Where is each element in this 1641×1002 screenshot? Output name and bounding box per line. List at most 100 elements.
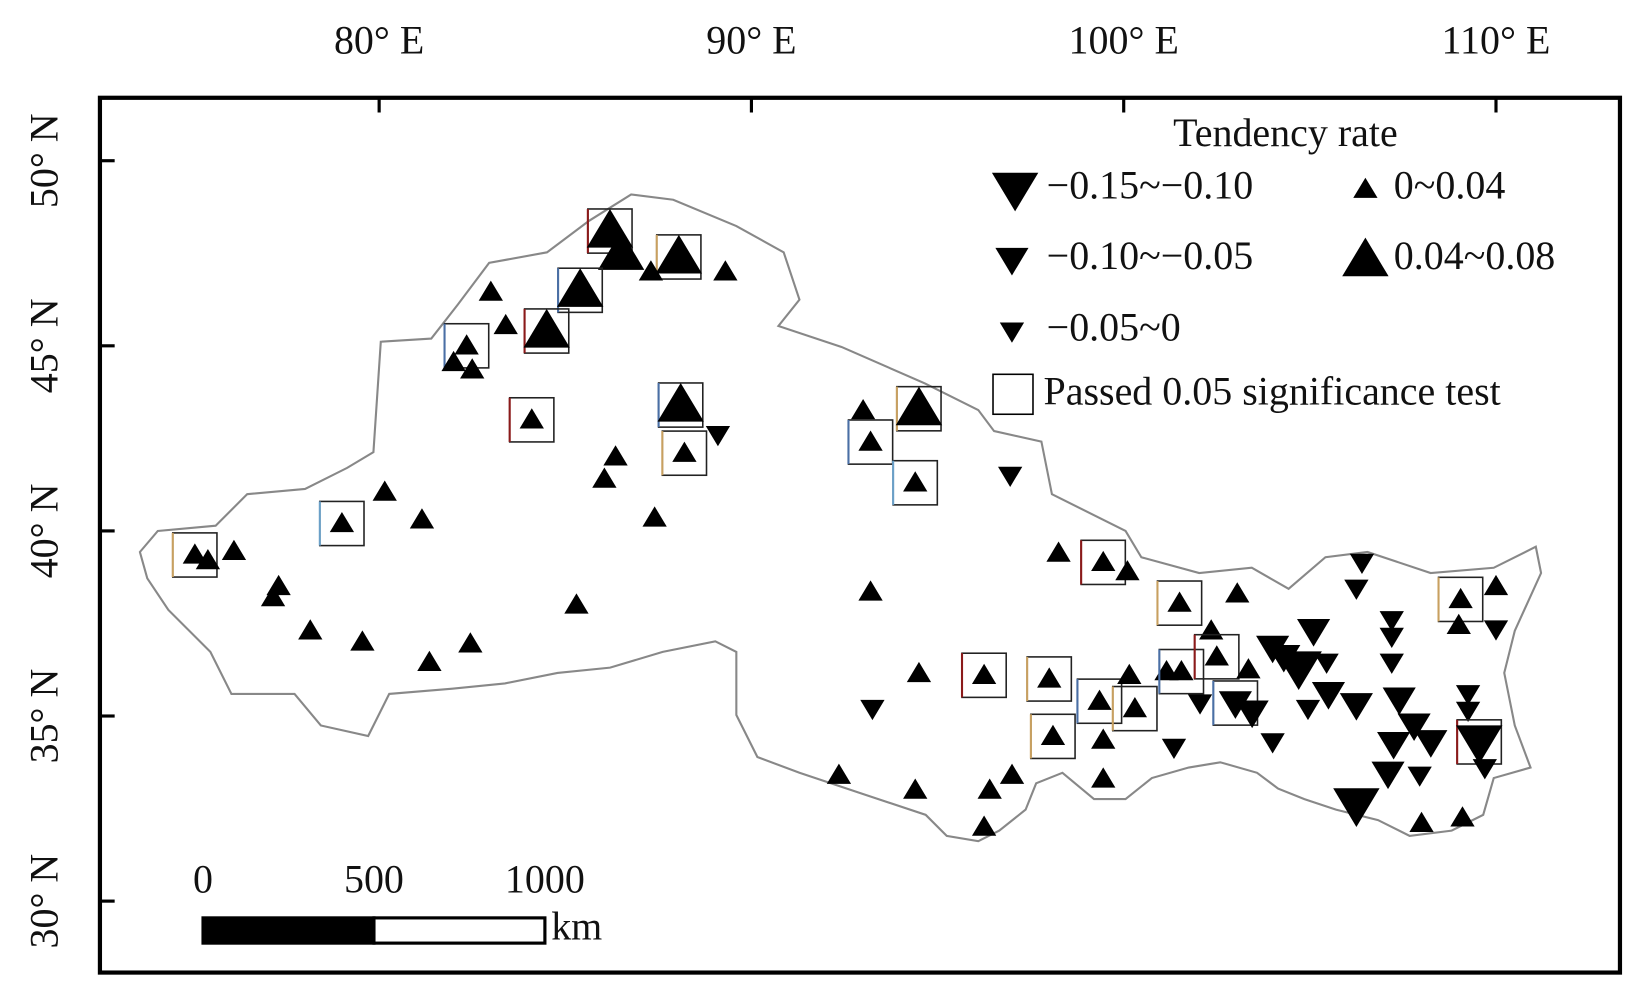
station-marker xyxy=(409,508,435,529)
legend-label: −0.05~0 xyxy=(1047,304,1181,349)
station-marker xyxy=(1040,724,1066,746)
station-marker xyxy=(1091,550,1116,572)
station-marker xyxy=(1371,761,1405,790)
station-marker xyxy=(638,260,664,281)
station-marker xyxy=(1456,725,1503,765)
station-marker xyxy=(592,467,617,488)
station-marker xyxy=(1344,579,1369,600)
lon-tick-label: 110° E xyxy=(1442,17,1551,62)
station-marker xyxy=(906,661,932,683)
station-marker xyxy=(826,763,852,784)
scale-bar-label: 500 xyxy=(344,856,404,901)
station-marker xyxy=(597,231,645,270)
station-marker xyxy=(1235,700,1269,729)
station-marker xyxy=(672,441,697,462)
region-boundary xyxy=(138,193,1543,843)
station-marker xyxy=(642,506,667,527)
lat-tick-label: 40° N xyxy=(22,484,67,579)
legend-symbol xyxy=(995,247,1029,276)
station-marker xyxy=(1225,582,1250,603)
station-marker xyxy=(1122,697,1148,718)
station-marker xyxy=(1204,645,1229,666)
station-marker xyxy=(1087,689,1112,710)
scale-bar-segment xyxy=(372,916,547,945)
station-marker xyxy=(1333,788,1380,827)
station-marker xyxy=(1409,811,1434,833)
station-marker xyxy=(1260,733,1285,754)
scale-bar-segment xyxy=(201,916,376,945)
station-marker xyxy=(1379,611,1404,632)
station-marker xyxy=(1379,653,1404,674)
station-marker xyxy=(1218,691,1252,719)
station-marker xyxy=(1483,574,1509,596)
station-marker xyxy=(1091,728,1116,749)
station-marker xyxy=(298,619,323,640)
map-frame xyxy=(97,95,1623,975)
station-marker xyxy=(329,511,355,533)
station-marker xyxy=(713,260,738,281)
legend-symbol xyxy=(991,172,1039,212)
station-marker xyxy=(182,543,208,564)
station-marker xyxy=(1397,713,1431,742)
station-marker xyxy=(1448,587,1473,609)
station-marker xyxy=(657,382,704,422)
station-marker xyxy=(1091,767,1116,788)
station-marker xyxy=(705,425,731,447)
station-marker xyxy=(454,334,479,355)
legend-title: Tendency rate xyxy=(1173,110,1398,155)
station-marker xyxy=(372,480,397,501)
station-marker xyxy=(1046,541,1071,562)
station-marker xyxy=(1455,701,1481,723)
station-marker xyxy=(1382,687,1416,716)
lon-tick-label: 80° E xyxy=(334,17,424,62)
scale-bar-unit: km xyxy=(551,904,602,949)
lat-tick-label: 35° N xyxy=(22,669,67,764)
station-marker xyxy=(458,632,483,653)
station-marker xyxy=(1450,806,1475,827)
station-marker xyxy=(903,471,928,492)
legend-symbol xyxy=(1353,177,1378,198)
station-marker xyxy=(1311,681,1346,710)
scale-bar-label: 1000 xyxy=(505,856,585,901)
station-marker xyxy=(858,580,883,601)
station-marker xyxy=(1275,651,1322,690)
station-marker xyxy=(999,763,1025,784)
station-marker xyxy=(971,663,997,684)
station-marker xyxy=(221,539,247,560)
legend-label: 0~0.04 xyxy=(1394,162,1506,207)
station-marker xyxy=(441,350,466,372)
station-marker xyxy=(417,650,442,672)
station-marker xyxy=(195,548,221,570)
station-marker xyxy=(478,280,503,301)
station-marker xyxy=(860,699,885,721)
lat-tick-label: 45° N xyxy=(22,298,67,393)
station-marker xyxy=(1377,731,1411,760)
station-marker xyxy=(603,445,628,466)
legend-symbol xyxy=(1342,237,1389,277)
station-marker xyxy=(493,313,518,335)
station-marker xyxy=(1314,653,1339,674)
station-marker xyxy=(260,585,286,607)
station-marker xyxy=(1297,619,1331,647)
station-marker xyxy=(850,399,876,420)
lat-tick-label: 50° N xyxy=(22,113,67,208)
station-marker xyxy=(998,466,1023,487)
station-marker xyxy=(1407,766,1432,787)
station-marker xyxy=(1187,694,1213,715)
station-marker xyxy=(1169,660,1194,681)
legend-significance-box xyxy=(992,373,1034,416)
station-marker xyxy=(1115,560,1140,581)
station-marker xyxy=(1161,738,1187,760)
station-marker xyxy=(1256,635,1290,664)
station-marker xyxy=(523,308,570,348)
station-marker xyxy=(1379,627,1404,648)
station-marker xyxy=(350,630,375,651)
station-marker xyxy=(1037,667,1062,688)
legend-symbol xyxy=(999,322,1025,343)
lon-tick-label: 100° E xyxy=(1069,17,1179,62)
station-marker xyxy=(971,815,997,836)
legend-significance-label: Passed 0.05 significance test xyxy=(1044,369,1501,414)
station-marker xyxy=(977,778,1002,799)
